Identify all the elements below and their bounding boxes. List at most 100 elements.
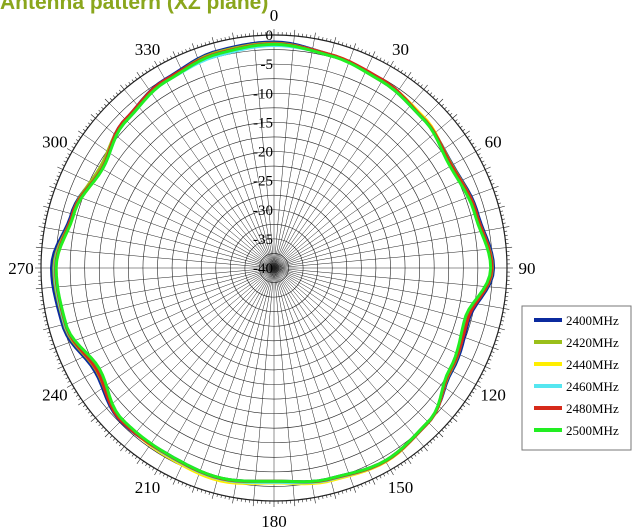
- angle-tick-mark: [90, 114, 96, 119]
- angle-tick-mark: [166, 475, 169, 479]
- angle-tick-mark: [454, 414, 458, 417]
- grid-spoke: [253, 35, 275, 269]
- angle-tick-mark: [42, 222, 46, 224]
- angle-tick-mark: [58, 171, 62, 174]
- angle-tick-mark: [361, 483, 363, 487]
- angle-tick-mark: [44, 324, 48, 326]
- angle-tick-mark: [501, 218, 505, 220]
- angle-tick-mark: [479, 377, 483, 380]
- grid-spoke: [54, 188, 275, 269]
- angle-tick-mark: [337, 41, 340, 45]
- radial-tick-label: -30: [253, 203, 273, 219]
- radial-tick-label: -15: [253, 115, 273, 131]
- angle-tick-mark: [429, 92, 433, 96]
- angle-tick-mark: [364, 50, 367, 54]
- angle-tick-mark: [204, 490, 207, 494]
- angle-tick-mark: [337, 491, 340, 495]
- angle-tick-mark: [50, 343, 54, 346]
- angle-tick-label: 330: [135, 40, 161, 59]
- radial-tick-label: -5: [261, 57, 274, 73]
- grid-spoke: [62, 267, 275, 367]
- angle-tick-mark: [330, 494, 332, 498]
- angle-tick-mark: [413, 453, 417, 457]
- angle-tick-mark: [38, 308, 45, 310]
- angle-tick-mark: [49, 194, 53, 197]
- grid-spoke: [140, 76, 275, 269]
- angle-tick-mark: [112, 95, 116, 98]
- angle-tick-mark: [120, 446, 125, 452]
- angle-tick-mark: [357, 47, 359, 51]
- angle-tick-mark: [397, 67, 400, 71]
- angle-tick-mark: [98, 109, 102, 113]
- angle-tick-mark: [136, 72, 141, 78]
- angle-tick-mark: [496, 335, 500, 338]
- angle-tick-mark: [166, 57, 169, 61]
- radial-tick-label: -25: [253, 174, 273, 190]
- angle-tick-mark: [449, 420, 453, 424]
- angle-tick-mark: [128, 81, 131, 85]
- angle-tick-mark: [75, 139, 79, 142]
- series-layer: [50, 40, 496, 486]
- grid-spoke: [273, 267, 486, 367]
- angle-tick-mark: [118, 89, 122, 93]
- grid-spoke: [41, 247, 275, 269]
- angle-tick-mark: [486, 171, 490, 174]
- angle-tick-mark: [410, 456, 413, 460]
- angle-tick-mark: [104, 432, 110, 438]
- angle-tick-mark: [170, 477, 173, 481]
- angle-tick-label: 30: [392, 40, 409, 59]
- angle-tick-mark: [75, 394, 79, 397]
- angle-tick-mark: [435, 98, 439, 101]
- angle-tick-mark: [145, 69, 148, 73]
- angle-tick-mark: [383, 473, 386, 477]
- angle-tick-mark: [459, 125, 463, 129]
- angle-tick-mark: [172, 51, 176, 57]
- grid-spoke: [273, 267, 315, 498]
- angle-tick-mark: [322, 495, 324, 499]
- angle-tick-mark: [503, 226, 510, 228]
- angle-tick-mark: [390, 60, 394, 67]
- grid-spoke: [62, 169, 275, 269]
- angle-tick-mark: [368, 480, 371, 484]
- angle-tick-mark: [345, 489, 348, 493]
- angle-tick-mark: [492, 185, 499, 189]
- angle-tick-mark: [318, 36, 320, 40]
- grid-spoke: [72, 267, 275, 385]
- angle-tick-mark: [349, 488, 352, 492]
- radial-tick-labels: 0 -5 -10 -15 -20 -25 -30 -35 -40: [253, 28, 273, 277]
- angle-tick-mark: [481, 160, 485, 163]
- angle-tick-mark: [322, 37, 324, 41]
- angle-tick-mark: [208, 491, 211, 495]
- angle-tick-mark: [420, 84, 423, 88]
- angle-tick-mark: [177, 52, 180, 56]
- angle-tick-mark: [185, 483, 187, 487]
- radial-tick-label: -20: [253, 145, 273, 161]
- angle-tick-mark: [63, 160, 67, 163]
- angle-tick-mark: [101, 106, 104, 110]
- angle-tick-mark: [483, 164, 487, 167]
- angle-tick-mark: [326, 37, 328, 42]
- grid-spoke: [273, 188, 494, 269]
- angle-tick-mark: [423, 446, 428, 452]
- angle-tick-mark: [498, 205, 505, 208]
- angle-tick-mark: [413, 79, 417, 83]
- angle-tick-mark: [500, 320, 505, 322]
- angle-tick-mark: [496, 198, 500, 201]
- angle-tick-mark: [71, 387, 75, 390]
- angle-tick-mark: [353, 43, 357, 50]
- grid-spoke: [273, 267, 354, 488]
- angle-tick-mark: [170, 55, 173, 59]
- angle-tick-mark: [148, 67, 151, 71]
- angle-tick-mark: [314, 32, 316, 39]
- angle-tick-mark: [386, 471, 389, 475]
- angle-tick-mark: [73, 142, 77, 145]
- grid-spoke: [95, 267, 275, 418]
- angle-tick-mark: [120, 84, 125, 90]
- angle-tick-mark: [489, 179, 493, 181]
- angle-tick-mark: [495, 194, 499, 197]
- angle-tick-mark: [481, 373, 485, 376]
- angle-tick-mark: [78, 398, 82, 401]
- grid-spoke: [124, 89, 275, 269]
- angle-tick-mark: [417, 451, 420, 455]
- angle-tick-mark: [494, 190, 498, 193]
